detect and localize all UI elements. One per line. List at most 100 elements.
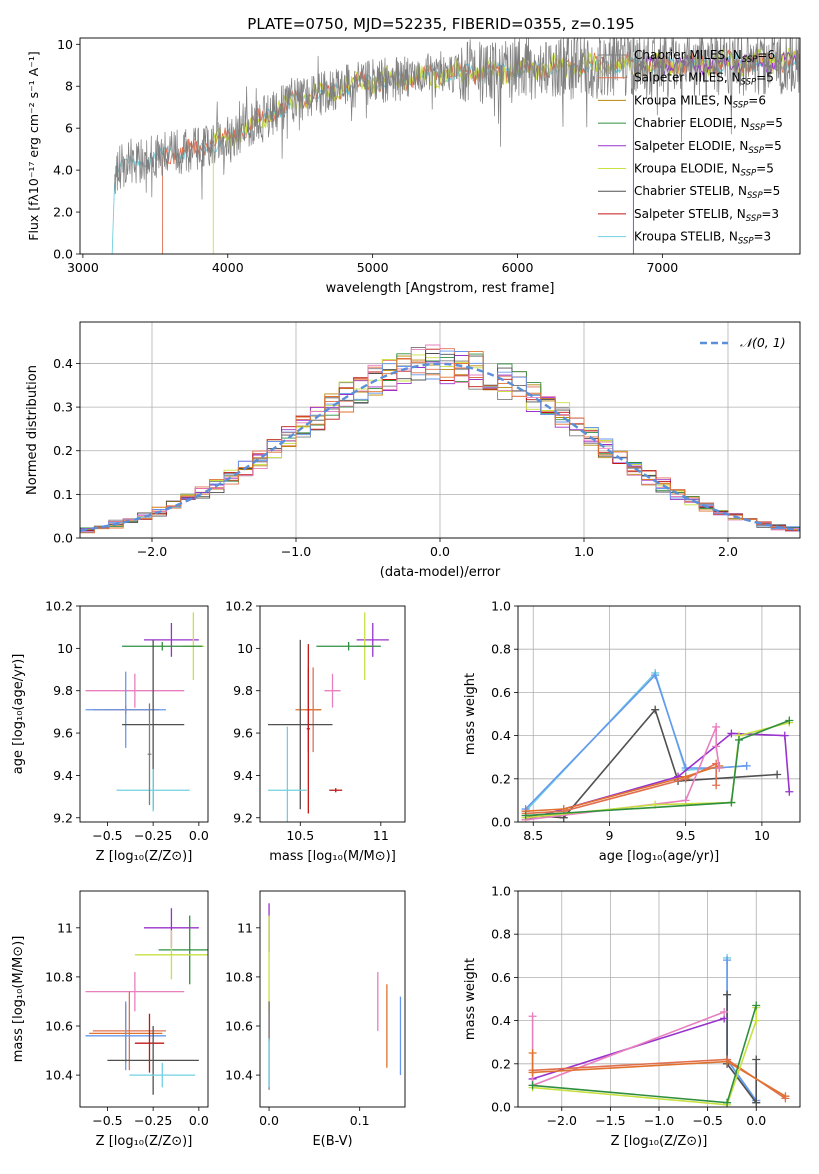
legend-entry: Chabrier MILES, NSSP=6 <box>634 48 775 65</box>
y-tick-label: 9.4 <box>53 768 73 783</box>
legend-entry-sub: SSP <box>750 123 766 133</box>
x-tick-label: 6000 <box>502 260 534 275</box>
mass-weight-point <box>723 1098 732 1107</box>
legend-entry: Salpeter STELIB, NSSP=3 <box>634 207 779 224</box>
y-tick-label: 10.2 <box>225 599 253 614</box>
mass-weight-point <box>559 805 568 814</box>
y-tick-label: 0.4 <box>491 728 511 743</box>
y-tick-label: 11 <box>57 920 73 935</box>
plot-area <box>85 612 205 812</box>
x-tick-label: 7000 <box>646 260 678 275</box>
x-tick-label: −0.25 <box>134 828 172 843</box>
axes-frame: −0.5 −0.25 0.0 9.2 9.4 9.6 9.8 10 10.2 Z [log₁₀(Z… <box>11 599 209 865</box>
x-tick-label: 3000 <box>67 260 99 275</box>
x-axis-label: age [log₁₀(age/yr)] <box>599 849 720 864</box>
plot-area <box>268 612 389 822</box>
x-tick-label: 8.5 <box>523 828 543 843</box>
age-vs-metallicity-plot: −0.5 −0.25 0.0 9.2 9.4 9.6 9.8 10 10.2 Z [log₁₀(Z… <box>11 599 209 865</box>
legend-entry-label: Salpeter ELODIE, N <box>634 139 748 153</box>
mass-weight-point <box>752 1001 761 1010</box>
age-vs-mass-plot: 10.5 11 9.2 9.4 9.6 9.8 10 10.2 mass [log₁₀(M/M⊙… <box>225 599 406 864</box>
axes-frame: −2.0 −1.0 0.0 1.0 2.0 0.0 0.1 0.2 0.3 0.4 (data-mo… <box>25 321 801 580</box>
mass-weight-point <box>742 761 751 770</box>
x-axis-label: Z [log₁₀(Z/Z⊙)] <box>96 1134 193 1149</box>
y-tick-label: 9.2 <box>233 810 253 825</box>
y-tick-label: 1.0 <box>491 599 511 614</box>
mass-weight-point <box>521 811 530 820</box>
mass-weight-point <box>752 1016 761 1025</box>
mass-weight-line <box>532 1005 757 1104</box>
mass-weight-point <box>720 1007 729 1016</box>
mass-weight-point <box>723 1057 732 1066</box>
axes-frame: 8.5 9 9.5 10 0.0 0.2 0.4 0.6 0.8 1.0 age [log₁₀(ag… <box>463 599 801 864</box>
x-tick-label: −0.5 <box>692 1113 722 1128</box>
x-tick-label: 0.1 <box>350 1113 370 1128</box>
mass-weight-point <box>727 798 736 807</box>
y-tick-label: 9.8 <box>233 683 253 698</box>
mass-vs-ebv-plot: 0.0 0.1 10.4 10.6 10.8 11 E(B-V) <box>225 890 406 1149</box>
gaussian-curve <box>80 362 800 532</box>
y-tick-label: 10.2 <box>45 599 73 614</box>
mass-weight-line <box>531 1053 786 1097</box>
y-tick-label: 10 <box>57 641 73 656</box>
legend-entry: Salpeter ELODIE, NSSP=5 <box>634 139 782 156</box>
mass-weight-point <box>681 772 690 781</box>
x-tick-label: −0.5 <box>92 1113 122 1128</box>
legend-entry: Chabrier STELIB, NSSP=5 <box>634 184 780 201</box>
x-axis-label: Z [log₁₀(Z/Z⊙)] <box>96 849 193 864</box>
legend-entry-value: =5 <box>756 162 774 176</box>
legend-entry-value: =3 <box>761 207 779 221</box>
mass-weight-point <box>735 735 744 744</box>
mass-weight-point <box>723 956 732 965</box>
x-tick-label: 5000 <box>357 260 389 275</box>
axes-border <box>259 605 406 823</box>
x-tick-label: 4000 <box>212 260 244 275</box>
y-tick-label: 2.0 <box>53 205 73 220</box>
y-axis-label: Flux [fλ10⁻¹⁷ erg cm⁻² s⁻¹ A⁻¹] <box>26 51 41 240</box>
x-axis-label: wavelength [Angstrom, rest frame] <box>326 281 555 296</box>
legend-entry-value: =5 <box>764 139 782 153</box>
x-tick-label: 0.0 <box>259 1113 279 1128</box>
axes-frame: −2.0 −1.5 −1.0 −0.5 0.0 0.0 0.2 0.4 0.6 0.8 1.0 Z [… <box>463 884 801 1149</box>
x-axis-label: (data-model)/error <box>380 565 501 580</box>
mass-weight-line <box>525 719 790 817</box>
mass-weight-vs-metallicity-plot: −2.0 −1.5 −1.0 −0.5 0.0 0.0 0.2 0.4 0.6 0.8 1.0 Z [… <box>463 884 801 1149</box>
mass-weight-point <box>528 1068 537 1077</box>
y-tick-label: 0.4 <box>53 356 73 371</box>
x-axis-label: mass [log₁₀(M/M⊙)] <box>269 849 396 864</box>
y-tick-label: 0.6 <box>491 970 511 985</box>
legend-entry-label: Salpeter STELIB, N <box>634 207 746 221</box>
x-tick-label: −1.0 <box>644 1113 674 1128</box>
plot-area <box>80 344 800 534</box>
mass-weight-point <box>651 705 660 714</box>
y-tick-label: 0.1 <box>53 487 73 502</box>
mass-weight-point <box>773 770 782 779</box>
y-axis-label: Normed distribution <box>25 365 40 495</box>
legend-entry-label: Chabrier MILES, N <box>634 48 742 62</box>
axes-frame: 10.5 11 9.2 9.4 9.6 9.8 10 10.2 mass [log₁₀(M/M⊙… <box>225 599 406 864</box>
x-tick-label: 0.0 <box>189 1113 209 1128</box>
x-tick-label: 2.0 <box>718 544 738 559</box>
y-tick-label: 11 <box>237 920 253 935</box>
plot-area <box>528 953 790 1107</box>
y-tick-label: 0.0 <box>53 531 73 546</box>
mass-weight-point <box>785 787 794 796</box>
y-tick-label: 4.0 <box>53 163 73 178</box>
mass-weight-line <box>525 708 778 819</box>
y-tick-label: 9.6 <box>233 726 253 741</box>
legend-entry-label: Salpeter MILES, N <box>634 71 741 85</box>
legend-entry-value: =6 <box>748 93 766 107</box>
x-tick-label: 10.5 <box>286 828 314 843</box>
legend-entry-sub: SSP <box>738 237 754 247</box>
plot-area <box>268 903 402 1090</box>
mass-weight-line <box>726 960 757 1101</box>
mass-weight-point <box>528 1049 537 1057</box>
legend-entry-sub: SSP <box>742 55 758 65</box>
y-tick-label: 0.0 <box>491 815 511 830</box>
y-tick-label: 10.6 <box>45 1019 73 1034</box>
y-tick-label: 0.2 <box>491 771 511 786</box>
x-tick-label: −0.5 <box>92 828 122 843</box>
mass-vs-metallicity-plot: −0.5 −0.25 0.0 10.4 10.6 10.8 11 Z [log₁₀(Z/Z⊙)… <box>11 890 209 1149</box>
legend-entry-label: Kroupa MILES, N <box>634 93 733 107</box>
